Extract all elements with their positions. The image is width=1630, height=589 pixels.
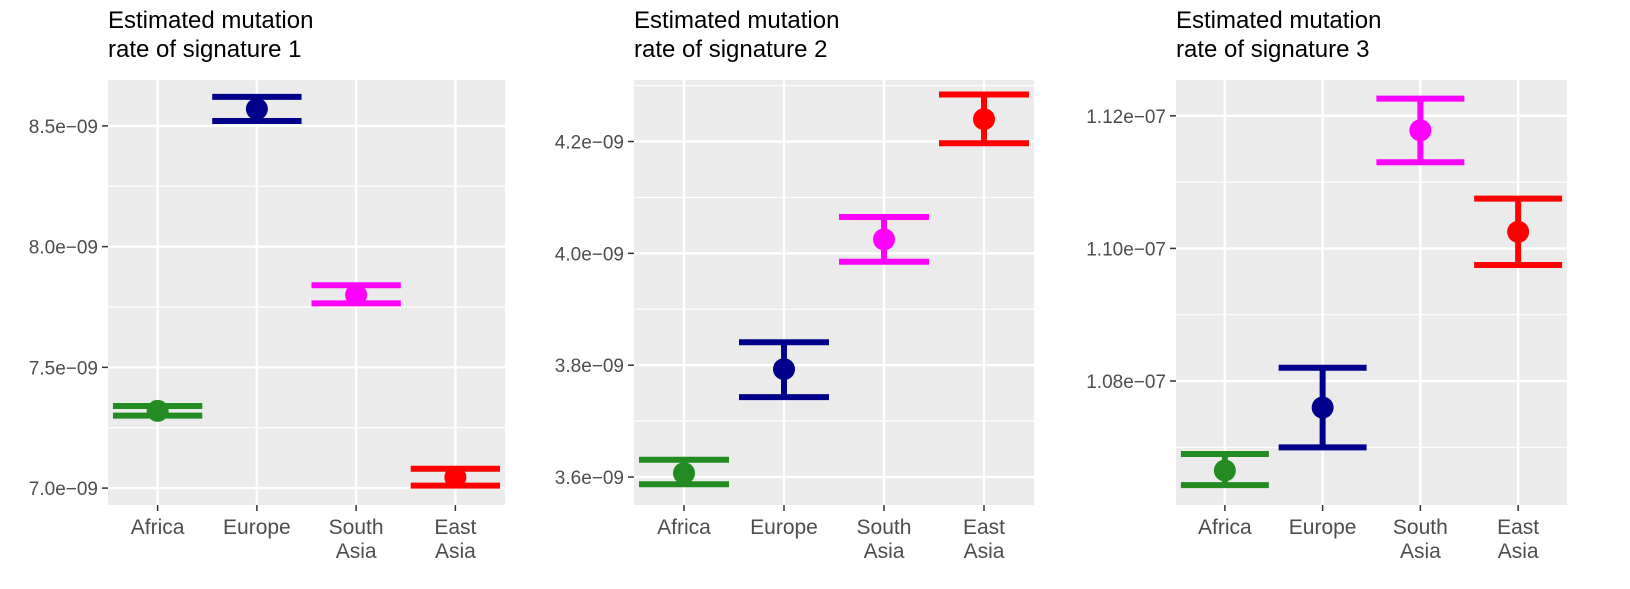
x-tick-label-line: Africa	[131, 516, 185, 539]
chart-title-line: Estimated mutation	[1176, 7, 1381, 34]
x-tick-label: Europe	[223, 516, 291, 539]
x-tick-label: East Asia	[434, 516, 476, 563]
chart-title: Estimated mutation rate of signature 2	[634, 7, 839, 63]
x-tick-label: South Asia	[857, 516, 912, 563]
data-point-europe	[212, 93, 302, 125]
estimate-point	[245, 97, 268, 120]
y-tick-label: 7.0e−09	[29, 479, 98, 500]
chart-title-line: Estimated mutation	[108, 7, 313, 34]
x-tick-label: Europe	[1289, 516, 1357, 539]
y-tick-label: 1.10e−07	[1086, 239, 1166, 260]
x-tick-label-line: Asia	[435, 540, 476, 563]
x-tick-label: Africa	[657, 516, 711, 539]
chart-title: Estimated mutation rate of signature 1	[108, 7, 313, 63]
x-tick-label: South Asia	[329, 516, 384, 563]
estimate-point	[444, 466, 467, 489]
data-point-africa	[639, 456, 729, 488]
x-tick-label-line: South	[857, 516, 912, 539]
x-tick-label-line: Europe	[1289, 516, 1357, 539]
y-tick-label: 3.8e−09	[555, 356, 624, 377]
x-tick-label: Africa	[131, 516, 185, 539]
estimate-point	[773, 358, 795, 381]
estimate-point	[973, 108, 995, 131]
x-tick-label-line: Asia	[1400, 540, 1441, 563]
chart-title-line: rate of signature 3	[1176, 36, 1369, 63]
chart-panel-3: Estimated mutation rate of signature 3 1.0…	[1086, 7, 1567, 563]
x-tick-label: Europe	[750, 516, 818, 539]
x-tick-label: South Asia	[1393, 516, 1448, 563]
data-point-europe	[1278, 364, 1367, 451]
data-point-south-asia	[839, 214, 929, 265]
y-tick-label: 8.5e−09	[29, 117, 98, 138]
x-tick-label-line: Asia	[864, 540, 905, 563]
x-tick-label-line: Europe	[223, 516, 291, 539]
data-point-east-asia	[410, 465, 501, 489]
chart-title-line: rate of signature 2	[634, 36, 827, 63]
x-tick-label: East Asia	[1497, 516, 1539, 563]
data-point-africa	[1180, 450, 1269, 489]
x-tick-label-line: Europe	[750, 516, 818, 539]
x-tick-label-line: Asia	[1498, 540, 1539, 563]
data-point-africa	[112, 399, 203, 422]
y-tick-label: 3.6e−09	[555, 468, 624, 489]
chart-title-line: rate of signature 1	[108, 36, 301, 63]
x-tick-label: East Asia	[963, 516, 1005, 563]
estimate-point	[1311, 396, 1334, 419]
x-tick-label-line: Africa	[1198, 516, 1252, 539]
data-point-south-asia	[311, 282, 401, 307]
estimate-point	[873, 228, 895, 251]
y-tick-label: 7.5e−09	[29, 358, 98, 379]
y-tick-label: 4.2e−09	[555, 133, 624, 154]
plot-background	[108, 80, 505, 505]
chart-panel-2: Estimated mutation rate of signature 2 3.6…	[555, 7, 1034, 563]
data-point-east-asia	[1474, 195, 1563, 268]
x-tick-label: Africa	[1198, 516, 1252, 539]
x-tick-label-line: Asia	[336, 540, 377, 563]
estimate-point	[1213, 459, 1236, 482]
y-tick-label: 1.08e−07	[1086, 372, 1166, 393]
x-tick-label-line: South	[1393, 516, 1448, 539]
chart-panel-1: Estimated mutation rate of signature 1 7.0…	[29, 7, 505, 563]
chart-title: Estimated mutation rate of signature 3	[1176, 7, 1381, 63]
estimate-point	[1507, 220, 1530, 243]
x-tick-label-line: Asia	[964, 540, 1005, 563]
data-point-east-asia	[939, 91, 1029, 147]
data-point-south-asia	[1376, 95, 1465, 166]
x-tick-label-line: East	[963, 516, 1005, 539]
y-tick-label: 1.12e−07	[1086, 107, 1166, 128]
estimate-point	[146, 399, 169, 422]
plot-background	[634, 80, 1034, 505]
estimate-point	[345, 283, 368, 306]
estimate-point	[1409, 119, 1432, 142]
y-tick-label: 8.0e−09	[29, 238, 98, 259]
x-tick-label-line: South	[329, 516, 384, 539]
data-point-europe	[739, 339, 829, 401]
x-tick-label-line: East	[434, 516, 476, 539]
chart-title-line: Estimated mutation	[634, 7, 839, 34]
y-tick-label: 4.0e−09	[555, 244, 624, 265]
estimate-point	[673, 462, 695, 485]
x-tick-label-line: Africa	[657, 516, 711, 539]
plot-background	[1176, 80, 1567, 505]
x-tick-label-line: East	[1497, 516, 1539, 539]
